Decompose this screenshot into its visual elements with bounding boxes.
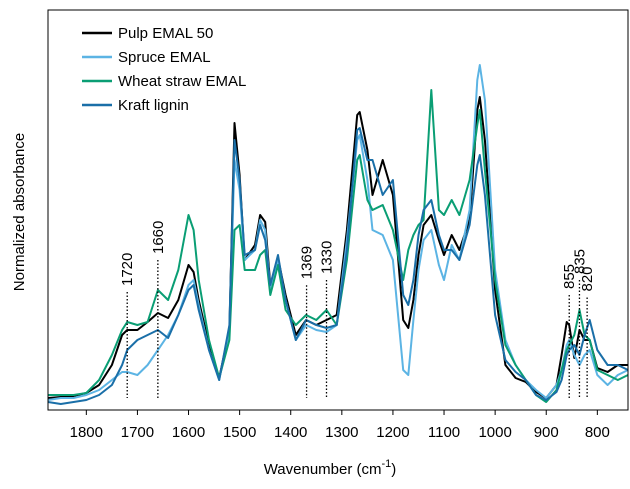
x-axis-label: Wavenumber (cm-1) bbox=[264, 458, 397, 478]
series-line bbox=[48, 89, 629, 403]
x-tick-label: 1200 bbox=[376, 424, 409, 441]
legend-label: Spruce EMAL bbox=[118, 49, 211, 66]
x-label-sup: -1 bbox=[382, 458, 392, 470]
plot-frame bbox=[47, 9, 629, 411]
x-label-main: Wavenumber (cm bbox=[264, 461, 382, 478]
annotation-label: 1369 bbox=[299, 246, 316, 279]
x-tick-label: 1500 bbox=[223, 424, 256, 441]
series-line bbox=[47, 64, 629, 401]
annotation-label: 1720 bbox=[119, 253, 136, 286]
x-label-end: ) bbox=[391, 461, 396, 478]
x-tick-label: 1700 bbox=[121, 424, 154, 441]
annotation-label: 835 bbox=[571, 249, 588, 274]
x-tick-label: 1800 bbox=[70, 424, 103, 441]
x-tick-label: 1400 bbox=[274, 424, 307, 441]
annotation-label: 1660 bbox=[150, 221, 167, 254]
annotation-label: 1330 bbox=[319, 241, 336, 274]
x-tick-label: 1600 bbox=[172, 424, 205, 441]
x-tick-label: 800 bbox=[585, 424, 610, 441]
annotation-label: 855 bbox=[561, 264, 578, 289]
x-tick-label: 1000 bbox=[478, 424, 511, 441]
x-tick-label: 900 bbox=[534, 424, 559, 441]
x-tick-label: 1300 bbox=[325, 424, 358, 441]
annotation-label: 820 bbox=[579, 266, 596, 291]
legend-label: Pulp EMAL 50 bbox=[118, 25, 213, 42]
x-tick-label: 1100 bbox=[428, 424, 460, 441]
series-line bbox=[47, 96, 628, 399]
series-line bbox=[47, 127, 629, 405]
legend-label: Kraft lignin bbox=[118, 97, 189, 114]
y-axis-label: Normalized absorbance bbox=[11, 133, 28, 291]
legend-label: Wheat straw EMAL bbox=[118, 73, 246, 90]
